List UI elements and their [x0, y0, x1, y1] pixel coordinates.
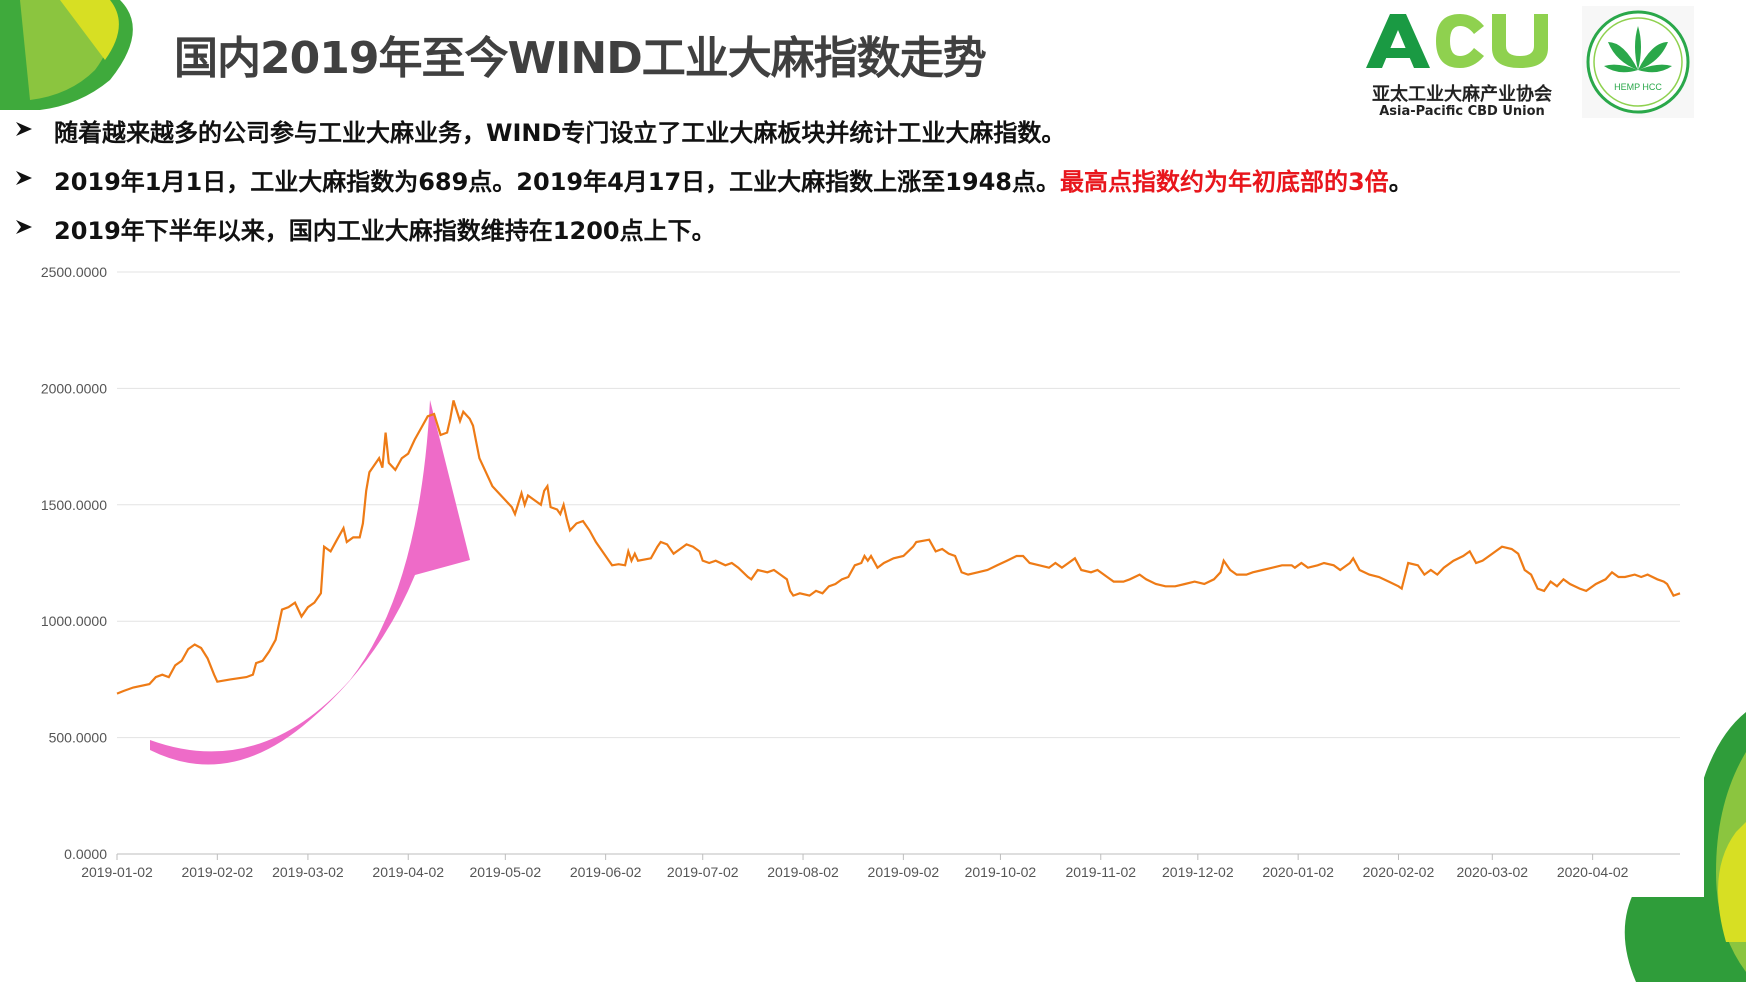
y-tick-label: 2500.0000 — [41, 264, 107, 280]
bullet-text: 随着越来越多的公司参与工业大麻业务，WIND专门设立了工业大麻板块并统计工业大麻… — [54, 119, 1066, 147]
acu-logo: 亚太工业大麻产业协会 Asia-Pacific CBD Union — [1360, 8, 1560, 119]
bullet-item: 2019年1月1日，工业大麻指数为689点。2019年4月17日，工业大麻指数上… — [14, 155, 1413, 204]
bullet-text: 2019年1月1日，工业大麻指数为689点。2019年4月17日，工业大麻指数上… — [54, 168, 1060, 196]
x-tick-label: 2019-02-02 — [182, 864, 254, 880]
x-tick-label: 2019-03-02 — [272, 864, 344, 880]
arrow-bullet-icon — [14, 215, 54, 243]
bullet-highlight: 最高点指数约为年初底部的3倍 — [1059, 168, 1389, 196]
x-tick-label: 2019-05-02 — [470, 864, 542, 880]
y-tick-label: 2000.0000 — [41, 380, 107, 396]
x-tick-label: 2019-04-02 — [372, 864, 444, 880]
x-tick-label: 2019-09-02 — [868, 864, 940, 880]
x-tick-label: 2019-06-02 — [570, 864, 642, 880]
y-tick-label: 1000.0000 — [41, 613, 107, 629]
bullet-item: 随着越来越多的公司参与工业大麻业务，WIND专门设立了工业大麻板块并统计工业大麻… — [14, 106, 1413, 155]
arrow-bullet-icon — [14, 117, 54, 145]
x-tick-label: 2019-11-02 — [1065, 864, 1136, 880]
y-tick-label: 500.0000 — [49, 730, 108, 746]
x-tick-label: 2019-08-02 — [767, 864, 839, 880]
bullet-tail: 。 — [1388, 168, 1413, 196]
x-tick-label: 2019-12-02 — [1162, 864, 1234, 880]
bullet-item: 2019年下半年以来，国内工业大麻指数维持在1200点上下。 — [14, 204, 1413, 253]
line-chart: 0.0000 500.0000 1000.0000 1500.0000 2000.000… — [41, 264, 1681, 880]
x-tick-label: 2020-03-02 — [1456, 864, 1528, 880]
y-axis-ticks: 0.0000 500.0000 1000.0000 1500.0000 2000.000… — [41, 264, 107, 862]
x-tick-label: 2019-10-02 — [965, 864, 1037, 880]
acu-chinese-name: 亚太工业大麻产业协会 — [1372, 84, 1552, 105]
series-line — [116, 400, 1681, 695]
arrow-bullet-icon — [14, 166, 54, 194]
page-title: 国内2019年至今WIND工业大麻指数走势 — [174, 33, 987, 84]
bullet-list: 随着越来越多的公司参与工业大麻业务，WIND专门设立了工业大麻板块并统计工业大麻… — [14, 106, 1413, 253]
acu-english-name: Asia-Pacific CBD Union — [1379, 104, 1545, 119]
x-tick-label: 2020-02-02 — [1363, 864, 1435, 880]
x-tick-label: 2020-04-02 — [1557, 864, 1629, 880]
index-chart: 0.0000 500.0000 1000.0000 1500.0000 2000.000… — [12, 252, 1704, 897]
x-axis-ticks: 2019-01-02 2019-02-02 2019-03-02 2019-04-02… — [81, 854, 1629, 880]
x-tick-label: 2020-01-02 — [1262, 864, 1334, 880]
y-tick-label: 1500.0000 — [41, 497, 107, 513]
x-tick-label: 2019-07-02 — [667, 864, 739, 880]
x-tick-label: 2019-01-02 — [81, 864, 153, 880]
hemp-hcc-logo: HEMP HCC — [1582, 6, 1694, 118]
bullet-text: 2019年下半年以来，国内工业大麻指数维持在1200点上下。 — [54, 217, 716, 245]
chart-grid — [117, 271, 1680, 855]
y-tick-label: 0.0000 — [64, 846, 107, 862]
pink-rise-arrow — [150, 400, 470, 765]
hemp-logo-text: HEMP HCC — [1614, 82, 1662, 92]
decorative-leaf-top-left — [0, 0, 133, 110]
cannabis-leaf-icon: HEMP HCC — [1586, 10, 1690, 114]
